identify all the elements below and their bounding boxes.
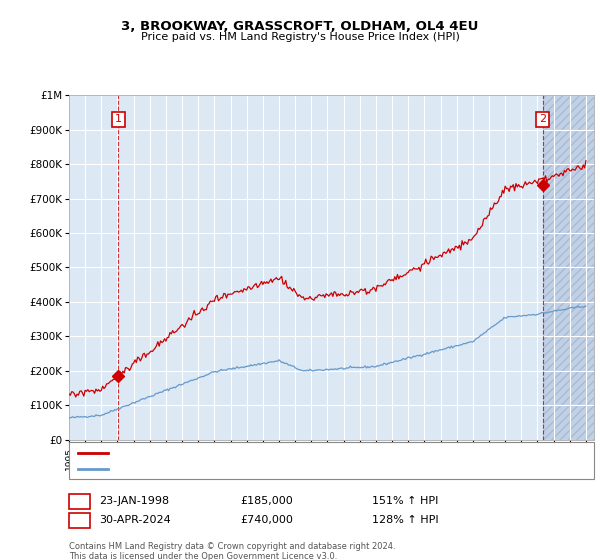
Text: 30-APR-2024: 30-APR-2024 (99, 515, 171, 525)
Text: £185,000: £185,000 (240, 496, 293, 506)
Text: 2: 2 (76, 515, 83, 525)
Text: 2: 2 (539, 114, 547, 124)
Text: Price paid vs. HM Land Registry's House Price Index (HPI): Price paid vs. HM Land Registry's House … (140, 32, 460, 42)
Text: 1: 1 (115, 114, 122, 124)
Text: 23-JAN-1998: 23-JAN-1998 (99, 496, 169, 506)
Text: Contains HM Land Registry data © Crown copyright and database right 2024.
This d: Contains HM Land Registry data © Crown c… (69, 542, 395, 560)
Text: 128% ↑ HPI: 128% ↑ HPI (372, 515, 439, 525)
Text: 1: 1 (76, 496, 83, 506)
Text: 3, BROOKWAY, GRASSCROFT, OLDHAM, OL4 4EU (detached house): 3, BROOKWAY, GRASSCROFT, OLDHAM, OL4 4EU… (114, 447, 440, 458)
Bar (543, 95, 594, 440)
Text: £740,000: £740,000 (240, 515, 293, 525)
Text: 3, BROOKWAY, GRASSCROFT, OLDHAM, OL4 4EU: 3, BROOKWAY, GRASSCROFT, OLDHAM, OL4 4EU (121, 20, 479, 32)
Text: 151% ↑ HPI: 151% ↑ HPI (372, 496, 439, 506)
Text: HPI: Average price, detached house, Oldham: HPI: Average price, detached house, Oldh… (114, 464, 333, 474)
